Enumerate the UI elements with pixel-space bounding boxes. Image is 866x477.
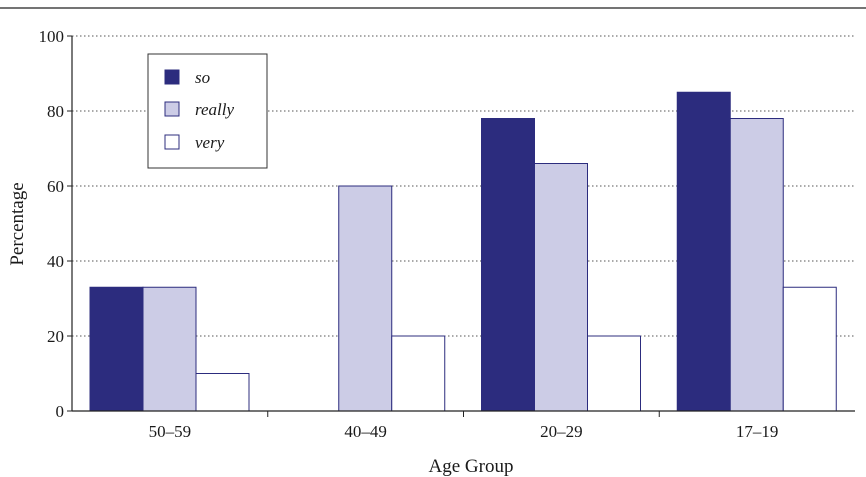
y-tick-label: 80 xyxy=(47,102,64,121)
bar-very-2 xyxy=(391,335,446,412)
axes xyxy=(67,35,855,417)
tick-labels: 0 20 40 60 80 100 50–59 40–49 20–29 17–19 xyxy=(39,27,779,441)
x-tick-label: 50–59 xyxy=(149,422,192,441)
legend-swatch-really xyxy=(164,101,180,117)
legend-swatch-very xyxy=(164,134,180,150)
x-axis-title: Age Group xyxy=(429,456,514,477)
legend-label-very: very xyxy=(195,133,225,152)
bar-so-1 xyxy=(89,286,144,412)
y-tick-label: 0 xyxy=(56,402,65,421)
y-tick-label: 100 xyxy=(39,27,65,46)
bars xyxy=(89,91,837,412)
y-tick-label: 40 xyxy=(47,252,64,271)
legend: so really very xyxy=(147,53,268,169)
legend-swatch-so xyxy=(164,69,180,85)
y-tick-label: 60 xyxy=(47,177,64,196)
bar-very-4 xyxy=(782,286,837,412)
bar-really-3 xyxy=(534,163,588,412)
bar-very-3 xyxy=(587,335,641,412)
x-tick-label: 40–49 xyxy=(344,422,387,441)
x-tick-label: 17–19 xyxy=(736,422,779,441)
x-tick-label: 20–29 xyxy=(540,422,583,441)
bar-so-4 xyxy=(676,91,731,412)
y-tick-label: 20 xyxy=(47,327,64,346)
legend-label-so: so xyxy=(195,68,210,87)
bar-really-4 xyxy=(729,118,784,412)
y-axis-title: Percentage xyxy=(7,182,28,265)
legend-label-really: really xyxy=(195,100,234,119)
bar-really-2 xyxy=(338,185,393,412)
bar-very-1 xyxy=(195,373,250,412)
bar-so-3 xyxy=(481,118,535,412)
bar-really-1 xyxy=(142,286,197,412)
